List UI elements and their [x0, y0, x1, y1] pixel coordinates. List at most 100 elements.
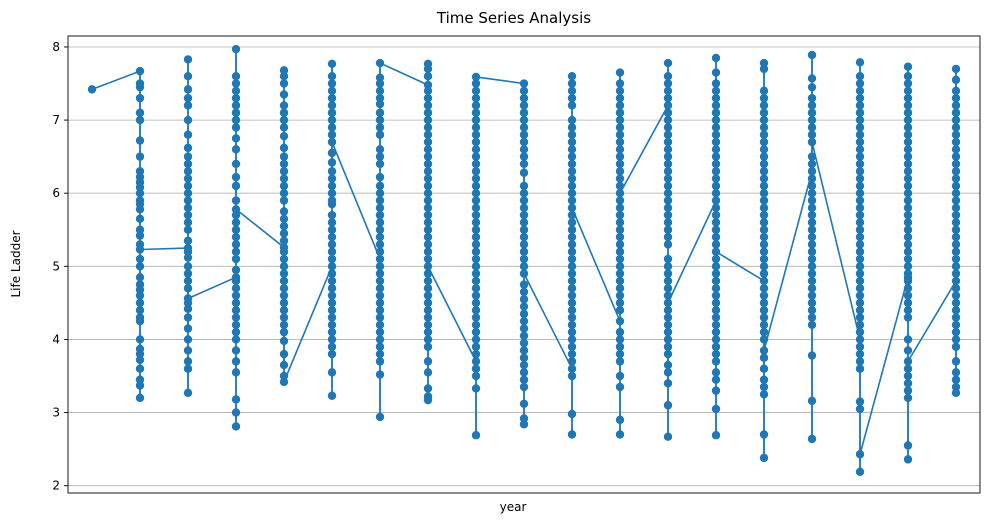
data-point	[135, 381, 145, 390]
data-point	[759, 196, 769, 205]
data-point	[663, 108, 673, 117]
data-point	[711, 431, 721, 440]
data-point	[903, 123, 913, 132]
data-point	[471, 327, 481, 337]
data-point	[183, 85, 193, 94]
data-point	[471, 72, 481, 82]
data-point	[375, 240, 385, 249]
data-point	[567, 101, 577, 110]
data-point	[423, 174, 433, 183]
data-point	[855, 269, 865, 278]
data-point	[279, 236, 289, 245]
data-point	[231, 408, 241, 417]
data-point	[759, 353, 769, 362]
data-point	[663, 291, 673, 300]
data-point	[711, 357, 721, 366]
data-point	[759, 174, 769, 183]
data-point	[183, 243, 193, 253]
data-point	[567, 430, 577, 439]
data-point	[375, 313, 385, 322]
data-point	[375, 320, 385, 330]
data-point	[807, 108, 817, 117]
data-point	[231, 357, 241, 366]
data-point	[759, 430, 769, 439]
data-point	[759, 232, 769, 242]
data-point	[231, 44, 241, 54]
data-point	[423, 269, 433, 278]
data-point	[423, 342, 433, 351]
data-point	[711, 284, 721, 293]
data-point	[231, 291, 241, 300]
data-point	[903, 313, 913, 322]
data-point	[423, 181, 433, 191]
data-point	[567, 130, 577, 139]
data-point	[711, 306, 721, 315]
data-point	[327, 93, 337, 103]
data-point	[951, 240, 961, 249]
data-point	[663, 240, 673, 249]
data-point	[471, 371, 481, 381]
data-point	[663, 368, 673, 377]
data-point	[567, 86, 577, 96]
data-point	[183, 276, 193, 286]
data-point	[807, 291, 817, 300]
data-point	[567, 291, 577, 300]
data-point	[951, 130, 961, 139]
data-point	[471, 247, 481, 256]
data-point	[855, 320, 865, 330]
data-point	[711, 79, 721, 88]
y-axis-ticks: 2 3 4 5 6 7 8	[52, 40, 68, 493]
data-point	[423, 203, 433, 213]
data-point	[375, 123, 385, 132]
data-point	[567, 196, 577, 205]
data-point	[951, 291, 961, 300]
data-point	[135, 93, 145, 103]
data-point	[519, 269, 529, 278]
data-point	[807, 396, 817, 406]
data-point	[807, 247, 817, 256]
data-point	[663, 349, 673, 359]
data-point	[327, 148, 337, 158]
data-point	[567, 145, 577, 154]
data-point	[519, 262, 529, 271]
data-point	[231, 306, 241, 315]
data-point	[663, 203, 673, 213]
data-point	[471, 335, 481, 344]
data-point	[423, 306, 433, 315]
data-point	[759, 298, 769, 308]
data-point	[135, 245, 145, 254]
data-point	[327, 101, 337, 110]
data-point	[567, 298, 577, 308]
data-point	[279, 181, 289, 191]
data-point	[375, 196, 385, 205]
data-point	[471, 174, 481, 183]
data-point	[663, 101, 673, 110]
data-point	[519, 309, 529, 319]
data-point	[423, 254, 433, 264]
data-point	[423, 108, 433, 117]
data-point	[231, 205, 241, 214]
data-point	[471, 145, 481, 154]
data-point	[855, 254, 865, 264]
data-point	[759, 152, 769, 161]
data-point	[375, 58, 385, 68]
data-point	[951, 284, 961, 293]
data-point	[327, 284, 337, 293]
data-point	[951, 75, 961, 85]
data-point	[327, 167, 337, 176]
data-point	[855, 313, 865, 322]
data-point	[615, 240, 625, 249]
data-point	[471, 196, 481, 205]
data-point	[231, 254, 241, 264]
data-point	[903, 174, 913, 183]
data-point	[663, 320, 673, 330]
data-point	[135, 136, 145, 145]
data-point	[807, 82, 817, 92]
data-point	[519, 203, 529, 213]
data-point	[519, 93, 529, 103]
data-point	[711, 196, 721, 205]
data-point	[135, 291, 145, 300]
data-point	[375, 159, 385, 169]
data-point	[375, 115, 385, 125]
data-point	[519, 399, 529, 408]
